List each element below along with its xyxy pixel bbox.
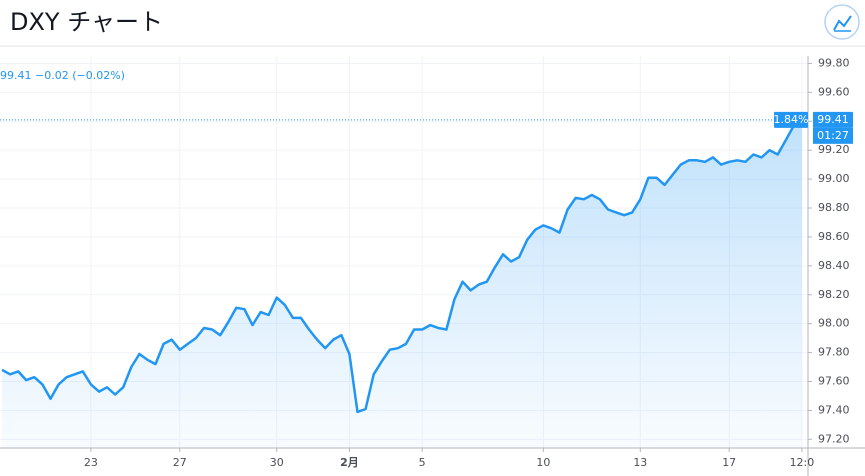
y-tick-label: 99.80 xyxy=(818,56,850,69)
x-tick-label: 30 xyxy=(270,456,284,469)
countdown: 01:27 xyxy=(817,129,849,142)
price-badge xyxy=(813,111,853,128)
icon-circle[interactable] xyxy=(824,4,860,40)
y-tick-label: 98.00 xyxy=(818,317,850,330)
change-percent: 1.84% xyxy=(774,113,809,126)
countdown-badge xyxy=(813,127,853,144)
chart-icon-button[interactable] xyxy=(824,4,860,40)
y-tick-label: 97.60 xyxy=(818,374,850,387)
x-tick-label: 13 xyxy=(633,456,647,469)
area-fill xyxy=(2,119,802,448)
y-tick-label: 99.00 xyxy=(818,172,850,185)
y-tick-label: 98.60 xyxy=(818,230,850,243)
y-tick-label: 99.60 xyxy=(818,85,850,98)
x-tick-label: 23 xyxy=(84,456,98,469)
price-line xyxy=(1,118,803,414)
change-badge xyxy=(774,111,808,128)
x-tick-label: 17 xyxy=(722,456,736,469)
y-tick-label: 97.80 xyxy=(818,346,850,359)
page-title: DXY チャート xyxy=(10,8,163,36)
y-tick-label: 99.20 xyxy=(818,143,850,156)
axes: 97.20 97.40 97.60 97.80 98.00 98.20 98.40 98.60… xyxy=(84,56,853,469)
legend: 99.41 −0.02 (−0.02%) xyxy=(0,69,125,82)
x-tick-label: 27 xyxy=(173,456,187,469)
plot xyxy=(0,118,808,448)
x-tick-label: 12:0 xyxy=(790,456,815,469)
x-tick-label: 2月 xyxy=(340,456,359,469)
x-tick-label: 5 xyxy=(419,456,426,469)
icon-line xyxy=(833,15,852,31)
y-tick-label: 98.40 xyxy=(818,259,850,272)
last-price-label: 99.41 xyxy=(817,113,849,126)
x-tick-label: 10 xyxy=(536,456,550,469)
y-tick-label: 98.20 xyxy=(818,288,850,301)
y-tick-label: 97.20 xyxy=(818,432,850,445)
y-tick-label: 97.40 xyxy=(818,403,850,416)
y-tick-label: 98.80 xyxy=(818,201,850,214)
